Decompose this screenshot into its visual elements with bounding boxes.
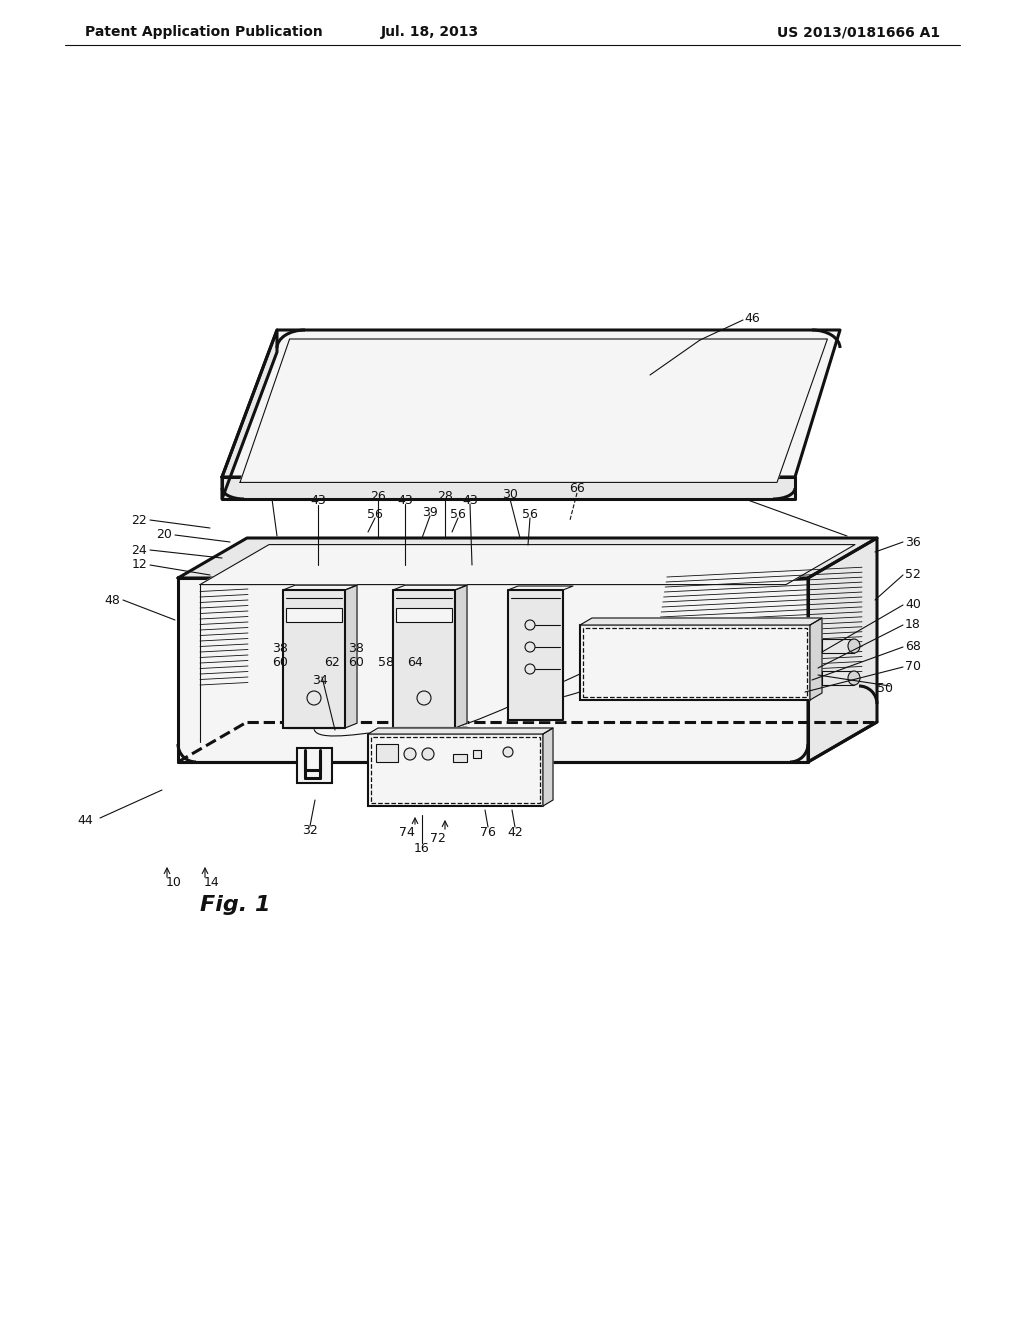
Polygon shape xyxy=(810,618,822,700)
Text: 43: 43 xyxy=(462,494,478,507)
Circle shape xyxy=(525,664,535,675)
Bar xyxy=(473,750,481,758)
Circle shape xyxy=(422,748,434,760)
Bar xyxy=(376,744,398,762)
Text: 36: 36 xyxy=(905,536,921,549)
Text: 12: 12 xyxy=(131,558,147,572)
Circle shape xyxy=(503,747,513,756)
Polygon shape xyxy=(455,585,467,729)
Text: 39: 39 xyxy=(422,506,438,519)
Text: 72: 72 xyxy=(430,832,445,845)
Bar xyxy=(371,737,540,803)
Polygon shape xyxy=(393,585,467,590)
Polygon shape xyxy=(283,585,357,590)
Circle shape xyxy=(307,690,321,705)
Text: 38: 38 xyxy=(272,642,288,655)
Bar xyxy=(396,609,452,622)
Bar xyxy=(453,754,467,762)
Polygon shape xyxy=(393,590,455,729)
Bar xyxy=(583,628,807,697)
Text: 48: 48 xyxy=(104,594,120,606)
Ellipse shape xyxy=(848,671,860,685)
Text: 32: 32 xyxy=(302,824,317,837)
Bar xyxy=(822,639,854,653)
Text: 40: 40 xyxy=(905,598,921,611)
Polygon shape xyxy=(345,585,357,729)
Bar xyxy=(297,748,332,783)
Text: Jul. 18, 2013: Jul. 18, 2013 xyxy=(381,25,479,40)
Text: 64: 64 xyxy=(408,656,423,668)
Polygon shape xyxy=(368,729,553,734)
Polygon shape xyxy=(178,578,808,762)
Polygon shape xyxy=(808,539,877,762)
Circle shape xyxy=(417,690,431,705)
Text: US 2013/0181666 A1: US 2013/0181666 A1 xyxy=(777,25,940,40)
Text: 44: 44 xyxy=(77,813,93,826)
Polygon shape xyxy=(200,545,855,585)
Text: 46: 46 xyxy=(744,312,760,325)
Text: 24: 24 xyxy=(131,544,147,557)
Text: 56: 56 xyxy=(451,507,466,520)
Text: 70: 70 xyxy=(905,660,921,673)
Circle shape xyxy=(525,642,535,652)
Text: 10: 10 xyxy=(166,876,182,890)
Text: 43: 43 xyxy=(310,494,326,507)
Text: 56: 56 xyxy=(522,507,538,520)
Text: 74: 74 xyxy=(399,825,415,838)
Bar xyxy=(822,671,854,685)
Text: 34: 34 xyxy=(312,673,328,686)
Text: 60: 60 xyxy=(272,656,288,668)
Text: 52: 52 xyxy=(905,569,921,582)
Text: 30: 30 xyxy=(502,488,518,502)
Text: 60: 60 xyxy=(348,656,364,668)
Bar xyxy=(368,734,543,807)
Polygon shape xyxy=(508,586,573,590)
Text: Patent Application Publication: Patent Application Publication xyxy=(85,25,323,40)
Circle shape xyxy=(525,620,535,630)
Text: 76: 76 xyxy=(480,825,496,838)
Text: 50: 50 xyxy=(877,681,893,694)
Text: 22: 22 xyxy=(131,513,147,527)
Text: 66: 66 xyxy=(569,482,585,495)
Text: Fig. 1: Fig. 1 xyxy=(200,895,270,915)
Text: 43: 43 xyxy=(397,494,413,507)
Text: 42: 42 xyxy=(507,825,523,838)
Bar xyxy=(580,624,810,700)
Ellipse shape xyxy=(848,639,860,653)
Polygon shape xyxy=(222,477,795,499)
Polygon shape xyxy=(222,330,840,477)
Text: 18: 18 xyxy=(905,619,921,631)
Text: 28: 28 xyxy=(437,490,453,503)
Bar xyxy=(286,609,342,622)
Text: 38: 38 xyxy=(348,642,364,655)
Polygon shape xyxy=(178,539,877,578)
Polygon shape xyxy=(543,729,553,807)
Text: 68: 68 xyxy=(905,640,921,653)
Circle shape xyxy=(404,748,416,760)
Polygon shape xyxy=(222,330,278,499)
Text: 26: 26 xyxy=(370,490,386,503)
Text: 56: 56 xyxy=(367,507,383,520)
Text: 62: 62 xyxy=(325,656,340,668)
Polygon shape xyxy=(508,590,563,719)
Text: 16: 16 xyxy=(414,842,430,854)
Polygon shape xyxy=(240,339,827,482)
Polygon shape xyxy=(580,618,822,624)
Polygon shape xyxy=(283,590,345,729)
Text: 14: 14 xyxy=(204,876,220,890)
Text: 58: 58 xyxy=(378,656,394,668)
Text: 20: 20 xyxy=(156,528,172,541)
